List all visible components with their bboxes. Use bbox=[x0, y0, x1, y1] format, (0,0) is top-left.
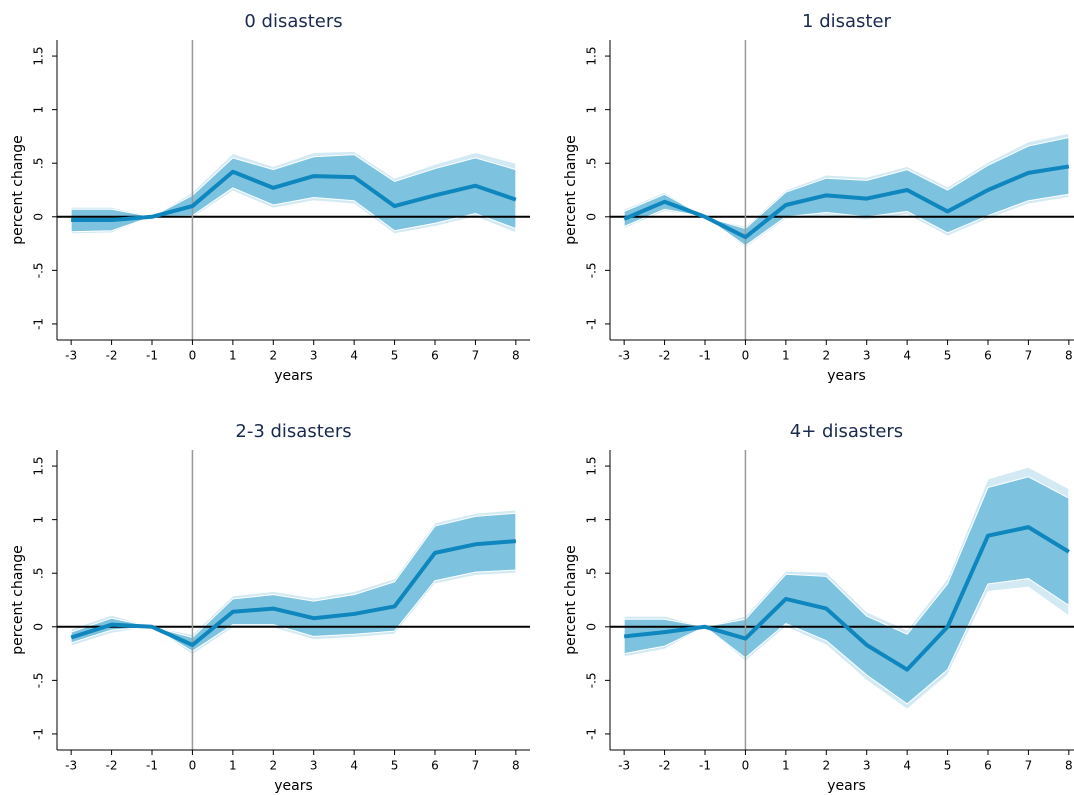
panel-title: 1 disaster bbox=[802, 11, 892, 32]
y-axis-label: percent change bbox=[563, 135, 579, 245]
x-tick-label: 4 bbox=[350, 349, 358, 363]
x-tick-label: 1 bbox=[229, 759, 237, 773]
y-tick-label: 0 bbox=[32, 623, 46, 631]
y-tick-label: .5 bbox=[32, 567, 46, 578]
y-tick-label: .5 bbox=[32, 157, 46, 168]
panel-title: 2-3 disasters bbox=[235, 421, 351, 442]
x-tick-label: -1 bbox=[146, 759, 158, 773]
y-tick-label: -1 bbox=[585, 318, 599, 330]
x-tick-label: 8 bbox=[512, 349, 520, 363]
estimate-line bbox=[623, 164, 1070, 240]
estimate-line bbox=[71, 169, 517, 222]
y-tick-label: -1 bbox=[32, 728, 46, 740]
x-tick-label: 4 bbox=[903, 759, 911, 773]
y-tick-label: 1 bbox=[32, 106, 46, 114]
x-tick-label: -1 bbox=[699, 349, 711, 363]
x-tick-label: -3 bbox=[65, 349, 77, 363]
y-tick-label: -.5 bbox=[585, 262, 599, 278]
x-tick-label: 2 bbox=[269, 759, 277, 773]
y-tick-label: 1 bbox=[585, 106, 599, 114]
y-tick-label: 1.5 bbox=[32, 47, 46, 66]
x-tick-label: 5 bbox=[944, 349, 952, 363]
y-tick-label: -1 bbox=[585, 728, 599, 740]
x-tick-label: 4 bbox=[350, 759, 358, 773]
x-tick-label: -3 bbox=[618, 759, 630, 773]
x-tick-label: -2 bbox=[106, 759, 118, 773]
y-axis-label: percent change bbox=[10, 135, 26, 245]
x-tick-label: 7 bbox=[1025, 349, 1033, 363]
x-tick-label: -2 bbox=[106, 349, 118, 363]
x-axis-label: years bbox=[274, 368, 313, 384]
panel-title: 0 disasters bbox=[244, 11, 342, 32]
y-tick-label: 0 bbox=[585, 213, 599, 221]
y-tick-label: 1 bbox=[585, 516, 599, 524]
x-tick-label: 6 bbox=[984, 349, 992, 363]
x-tick-label: 7 bbox=[472, 759, 480, 773]
x-tick-label: 1 bbox=[229, 349, 237, 363]
x-axis-label: years bbox=[274, 778, 313, 794]
x-tick-label: 1 bbox=[782, 759, 790, 773]
x-tick-label: 0 bbox=[742, 349, 750, 363]
x-tick-label: 3 bbox=[310, 349, 318, 363]
x-tick-label: 7 bbox=[1025, 759, 1033, 773]
y-tick-label: 0 bbox=[32, 213, 46, 221]
y-tick-label: -.5 bbox=[32, 672, 46, 688]
x-tick-label: 2 bbox=[822, 349, 830, 363]
x-tick-label: 3 bbox=[310, 759, 318, 773]
x-tick-label: 0 bbox=[189, 349, 197, 363]
y-tick-label: .5 bbox=[585, 567, 599, 578]
estimate-line bbox=[70, 539, 517, 647]
x-axis-label: years bbox=[827, 368, 866, 384]
x-tick-label: 6 bbox=[431, 349, 439, 363]
y-tick-label: .5 bbox=[585, 157, 599, 168]
x-tick-label: -1 bbox=[146, 349, 158, 363]
x-tick-label: -1 bbox=[699, 759, 711, 773]
y-tick-label: -1 bbox=[32, 318, 46, 330]
x-tick-label: 4 bbox=[903, 349, 911, 363]
x-tick-label: 1 bbox=[782, 349, 790, 363]
x-tick-label: 0 bbox=[742, 759, 750, 773]
y-tick-label: 0 bbox=[585, 623, 599, 631]
y-tick-label: 1.5 bbox=[585, 457, 599, 476]
x-tick-label: 5 bbox=[391, 349, 399, 363]
x-tick-label: 0 bbox=[189, 759, 197, 773]
x-tick-label: 8 bbox=[512, 759, 520, 773]
confidence-band bbox=[623, 136, 1070, 247]
x-tick-label: 8 bbox=[1065, 759, 1073, 773]
y-tick-label: 1 bbox=[32, 516, 46, 524]
x-tick-label: 5 bbox=[391, 759, 399, 773]
panel-title: 4+ disasters bbox=[790, 421, 903, 442]
x-tick-label: 8 bbox=[1065, 349, 1073, 363]
y-axis-label: percent change bbox=[10, 545, 26, 655]
x-tick-label: -3 bbox=[65, 759, 77, 773]
x-tick-label: 2 bbox=[269, 349, 277, 363]
y-tick-label: 1.5 bbox=[32, 457, 46, 476]
x-tick-label: 5 bbox=[944, 759, 952, 773]
y-tick-label: 1.5 bbox=[585, 47, 599, 66]
x-tick-label: -3 bbox=[618, 349, 630, 363]
estimate-line bbox=[623, 525, 1070, 672]
x-tick-label: -2 bbox=[659, 759, 671, 773]
x-tick-label: 6 bbox=[431, 759, 439, 773]
x-axis-label: years bbox=[827, 778, 866, 794]
x-tick-label: 3 bbox=[863, 759, 871, 773]
confidence-band bbox=[70, 512, 517, 653]
y-tick-label: -.5 bbox=[585, 672, 599, 688]
x-tick-label: 2 bbox=[822, 759, 830, 773]
x-tick-label: -2 bbox=[659, 349, 671, 363]
y-tick-label: -.5 bbox=[32, 262, 46, 278]
x-tick-label: 6 bbox=[984, 759, 992, 773]
x-tick-label: 3 bbox=[863, 349, 871, 363]
x-tick-label: 7 bbox=[472, 349, 480, 363]
y-axis-label: percent change bbox=[563, 545, 579, 655]
